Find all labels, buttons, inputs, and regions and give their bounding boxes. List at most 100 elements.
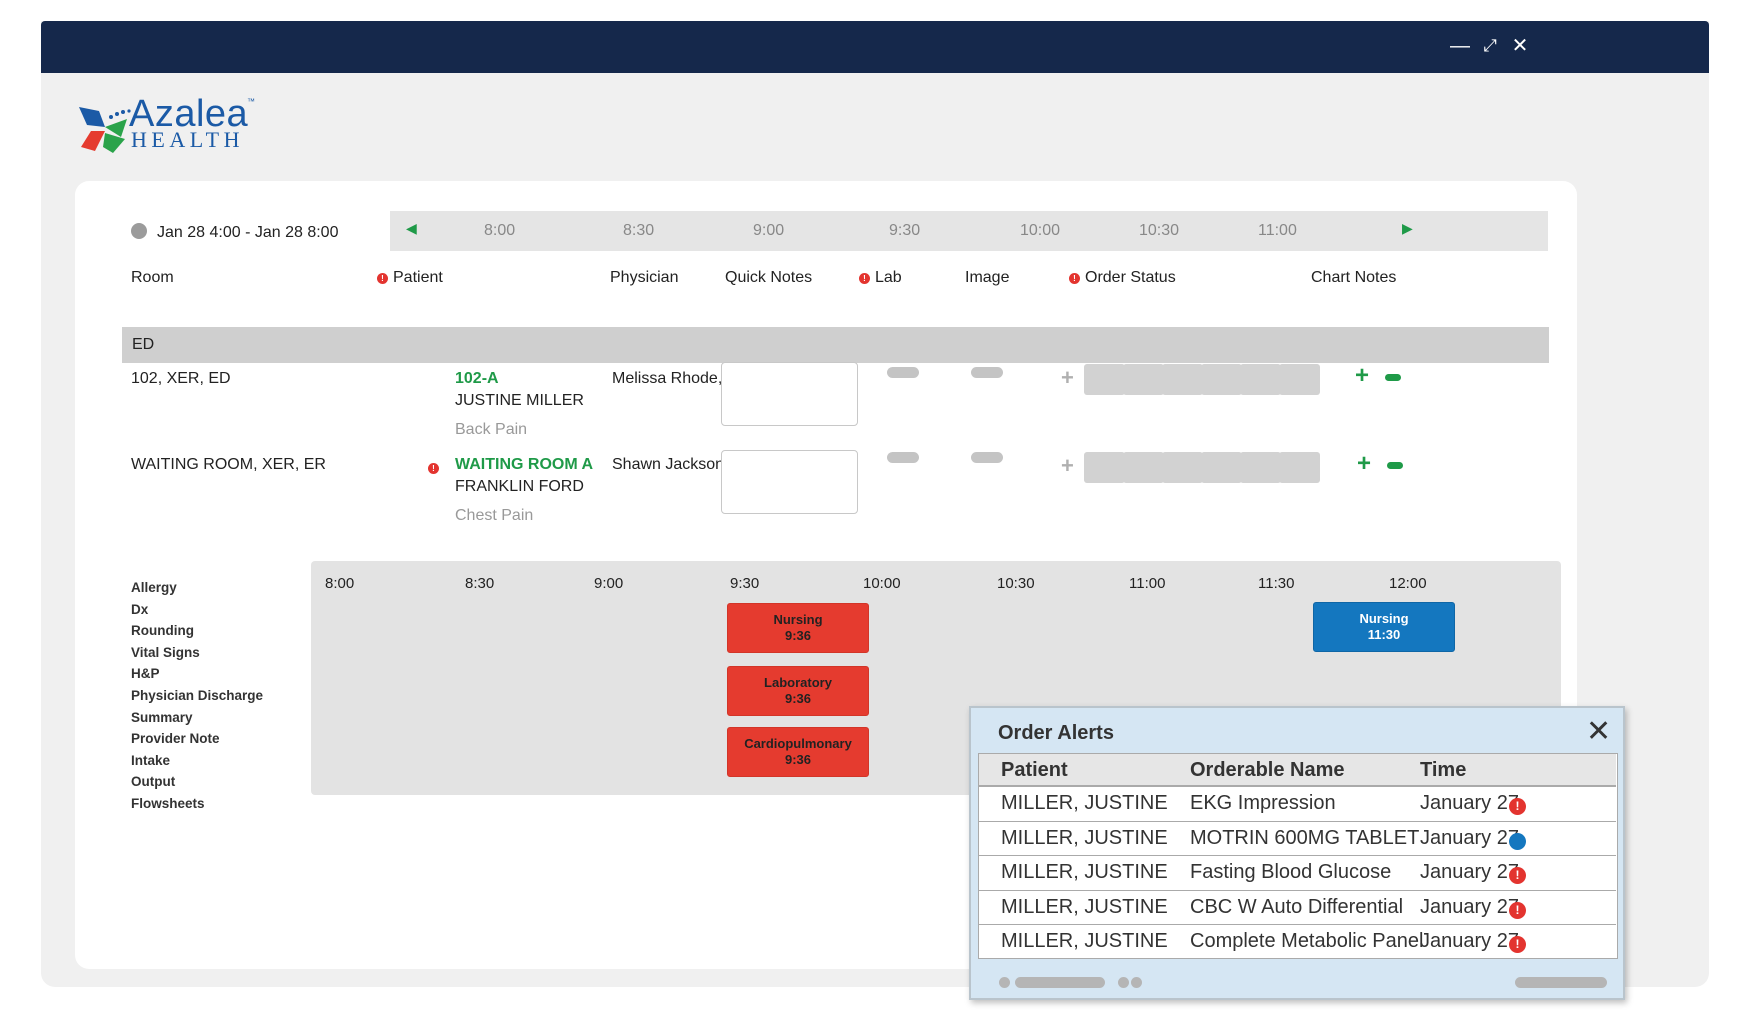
patient-alert-icon[interactable]: ! bbox=[428, 463, 439, 474]
timeline-next-icon[interactable]: ▶ bbox=[1402, 220, 1413, 236]
chart-section-item[interactable]: Output bbox=[131, 774, 176, 790]
column-header-order-status[interactable]: ! Order Status bbox=[1069, 269, 1176, 287]
image-status-indicator[interactable] bbox=[971, 367, 1003, 378]
cell-time: January 27 bbox=[1420, 792, 1519, 814]
chart-section-item[interactable]: Rounding bbox=[131, 623, 194, 639]
remove-chart-note-icon[interactable] bbox=[1385, 374, 1401, 381]
scroll-indicator[interactable] bbox=[1118, 977, 1129, 988]
date-range[interactable]: Jan 28 4:00 - Jan 28 8:00 bbox=[131, 223, 338, 242]
chart-section-item[interactable]: Flowsheets bbox=[131, 795, 205, 811]
order-status-slot[interactable] bbox=[1279, 452, 1320, 483]
row-location-link[interactable]: WAITING ROOM A bbox=[455, 456, 594, 473]
add-chart-note-icon[interactable]: + bbox=[1357, 450, 1372, 477]
header-orderable[interactable]: Orderable Name bbox=[1190, 759, 1345, 781]
order-status-slot[interactable] bbox=[1084, 364, 1125, 395]
order-status-slot[interactable] bbox=[1084, 452, 1125, 483]
chart-section-item[interactable]: Provider Note bbox=[131, 731, 220, 747]
timeline-label: 8:30 bbox=[623, 222, 655, 239]
timeline-prev-icon[interactable]: ◀ bbox=[406, 220, 417, 236]
order-status-slot[interactable] bbox=[1240, 364, 1281, 395]
order-status-slot[interactable] bbox=[1162, 452, 1203, 483]
row-patient-name[interactable]: JUSTINE MILLER bbox=[455, 392, 584, 409]
row-room: 102, XER, ED bbox=[131, 370, 231, 387]
table-row[interactable]: MILLER, JUSTINE MOTRIN 600MG TABLET Janu… bbox=[979, 822, 1616, 856]
order-status-slot[interactable] bbox=[1123, 452, 1164, 483]
chart-section-item[interactable]: H&P bbox=[131, 666, 160, 682]
maximize-icon[interactable]: ⤢ bbox=[1483, 36, 1497, 55]
quick-notes-field[interactable] bbox=[721, 450, 858, 514]
add-order-icon[interactable]: + bbox=[1061, 365, 1074, 390]
group-header-ed[interactable]: ED bbox=[122, 327, 1549, 363]
order-alerts-table: Patient Orderable Name Time MILLER, JUST… bbox=[978, 753, 1618, 959]
chart-section-item[interactable]: Physician Discharge bbox=[131, 687, 264, 703]
column-header-image[interactable]: Image bbox=[965, 269, 1010, 286]
tracking-board-card: Jan 28 4:00 - Jan 28 8:00 ◀ 8:00 8:30 9:… bbox=[75, 181, 1577, 969]
order-status-slot[interactable] bbox=[1201, 364, 1242, 395]
column-header-chart-notes[interactable]: Chart Notes bbox=[1311, 269, 1397, 286]
table-row[interactable]: MILLER, JUSTINE EKG Impression January 2… bbox=[979, 787, 1616, 822]
remove-chart-note-icon[interactable] bbox=[1387, 462, 1403, 469]
quick-notes-field[interactable] bbox=[721, 362, 858, 426]
chart-section-item[interactable]: Vital Signs bbox=[131, 644, 200, 660]
column-header-room[interactable]: Room bbox=[131, 269, 174, 286]
schedule-time-label: 9:30 bbox=[730, 575, 760, 592]
column-header-physician[interactable]: Physician bbox=[610, 269, 679, 286]
row-patient-name[interactable]: FRANKLIN FORD bbox=[455, 478, 584, 495]
table-row[interactable]: MILLER, JUSTINE CBC W Auto Differential … bbox=[979, 891, 1616, 925]
alert-icon: ! bbox=[1509, 936, 1526, 953]
scroll-indicator[interactable] bbox=[999, 977, 1010, 988]
order-status-slot[interactable] bbox=[1201, 452, 1242, 483]
add-order-icon[interactable]: + bbox=[1061, 453, 1074, 478]
chart-section-item[interactable]: Dx bbox=[131, 601, 149, 617]
column-header-patient-label: Patient bbox=[393, 269, 443, 286]
scrollbar-thumb[interactable] bbox=[1515, 977, 1607, 988]
title-bar: — ⤢ ✕ bbox=[41, 21, 1709, 73]
lab-status-indicator[interactable] bbox=[887, 452, 919, 463]
add-chart-note-icon[interactable]: + bbox=[1355, 362, 1370, 389]
image-status-indicator[interactable] bbox=[971, 452, 1003, 463]
header-patient[interactable]: Patient bbox=[1001, 759, 1068, 781]
logo-trademark: ™ bbox=[247, 97, 255, 106]
column-header-lab[interactable]: ! Lab bbox=[859, 269, 902, 287]
table-row[interactable]: MILLER, JUSTINE Complete Metabolic Panel… bbox=[979, 925, 1616, 960]
row-room: WAITING ROOM, XER, ER bbox=[131, 456, 326, 473]
cell-patient: MILLER, JUSTINE bbox=[1001, 861, 1168, 883]
row-location-link[interactable]: 102-A bbox=[455, 370, 499, 387]
minimize-icon[interactable]: — bbox=[1450, 35, 1470, 57]
timeline-label: 9:00 bbox=[753, 222, 785, 239]
chart-section-item[interactable]: Summary bbox=[131, 709, 193, 725]
table-header: Patient Orderable Name Time bbox=[979, 754, 1616, 787]
scroll-indicator[interactable] bbox=[1131, 977, 1142, 988]
header-time[interactable]: Time bbox=[1420, 759, 1467, 781]
timeline-label: 10:00 bbox=[1020, 222, 1061, 239]
close-icon[interactable]: ✕ bbox=[1586, 715, 1612, 748]
order-status-slot[interactable] bbox=[1123, 364, 1164, 395]
order-status-slot[interactable] bbox=[1240, 452, 1281, 483]
order-status-slot[interactable] bbox=[1162, 364, 1203, 395]
cell-patient: MILLER, JUSTINE bbox=[1001, 895, 1168, 918]
cell-patient: MILLER, JUSTINE bbox=[1001, 930, 1168, 952]
event-nursing[interactable]: Nursing 9:36 bbox=[727, 603, 869, 653]
cell-orderable: CBC W Auto Differential bbox=[1190, 895, 1404, 918]
lab-status-indicator[interactable] bbox=[887, 367, 919, 378]
chart-section-item[interactable]: Intake bbox=[131, 752, 171, 768]
row-complaint: Chest Pain bbox=[455, 507, 534, 524]
timeline-label: 8:00 bbox=[484, 222, 516, 239]
table-row[interactable]: MILLER, JUSTINE Fasting Blood Glucose Ja… bbox=[979, 856, 1616, 891]
timeline-label: 11:00 bbox=[1258, 222, 1297, 239]
column-header-patient[interactable]: ! Patient bbox=[377, 269, 443, 287]
event-cardiopulmonary[interactable]: Cardiopulmonary 9:36 bbox=[727, 727, 869, 777]
schedule-time-label: 10:00 bbox=[863, 575, 901, 592]
event-name: Cardiopulmonary bbox=[744, 736, 852, 751]
event-name: Nursing bbox=[773, 612, 823, 627]
close-icon[interactable]: ✕ bbox=[1511, 35, 1529, 57]
order-status-slot[interactable] bbox=[1279, 364, 1320, 395]
timeline-header: ◀ 8:00 8:30 9:00 9:30 10:00 10:30 11:00 … bbox=[390, 211, 1548, 251]
column-header-quick-notes[interactable]: Quick Notes bbox=[725, 269, 813, 286]
schedule-time-label: 11:30 bbox=[1258, 575, 1295, 592]
event-laboratory[interactable]: Laboratory 9:36 bbox=[727, 666, 869, 716]
chart-section-item[interactable]: Allergy bbox=[131, 580, 177, 595]
event-nursing[interactable]: Nursing 11:30 bbox=[1313, 602, 1455, 652]
scrollbar-thumb[interactable] bbox=[1015, 977, 1105, 988]
group-label: ED bbox=[132, 336, 155, 353]
